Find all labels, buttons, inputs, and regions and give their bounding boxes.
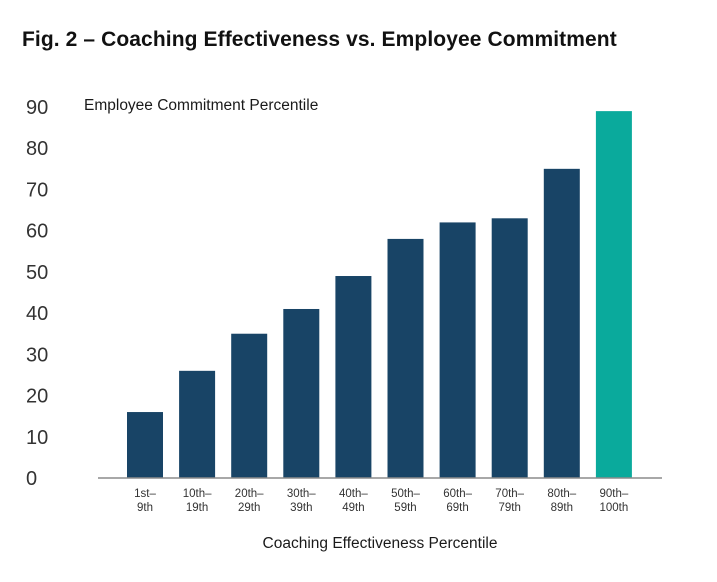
chart-title: Fig. 2 – Coaching Effectiveness vs. Empl… bbox=[22, 28, 617, 51]
y-tick-label: 90 bbox=[26, 97, 48, 119]
y-tick-label: 30 bbox=[26, 344, 48, 366]
x-tick-label: 19th bbox=[186, 502, 208, 514]
x-tick-label: 80th– bbox=[547, 488, 576, 500]
bar bbox=[387, 238, 424, 478]
x-tick-label: 89th bbox=[551, 502, 573, 514]
bar bbox=[335, 276, 372, 478]
y-tick-label: 40 bbox=[26, 303, 48, 325]
bar bbox=[283, 308, 320, 478]
bar bbox=[543, 168, 580, 479]
x-tick-label: 30th– bbox=[287, 488, 316, 500]
bar bbox=[127, 412, 163, 478]
x-tick-label: 49th bbox=[342, 502, 364, 514]
bars bbox=[127, 111, 632, 479]
x-tick-label: 40th– bbox=[339, 488, 368, 500]
bar bbox=[231, 333, 268, 478]
bar bbox=[179, 370, 216, 478]
x-tick-label: 9th bbox=[137, 502, 153, 514]
x-tick-label: 59th bbox=[394, 502, 416, 514]
y-tick-label: 70 bbox=[26, 179, 48, 201]
bar-highlight bbox=[595, 111, 632, 478]
bar bbox=[491, 218, 528, 479]
x-tick-label: 20th– bbox=[235, 488, 264, 500]
x-tick-label: 50th– bbox=[391, 488, 420, 500]
y-axis-label: Employee Commitment Percentile bbox=[84, 97, 318, 114]
y-tick-label: 60 bbox=[26, 221, 48, 243]
x-tick-label: 29th bbox=[238, 502, 260, 514]
x-tick-label: 39th bbox=[290, 502, 312, 514]
y-axis-ticks: 0 10 20 30 40 50 60 70 80 90 bbox=[26, 97, 48, 490]
x-axis-ticks: 1st– 9th 10th– 19th 20th– 29th 30th– 39th 40th– 4… bbox=[134, 488, 629, 514]
x-axis-label: Coaching Effectiveness Percentile bbox=[263, 535, 498, 552]
x-tick-label: 79th bbox=[499, 502, 521, 514]
x-tick-label: 60th– bbox=[443, 488, 472, 500]
x-tick-label: 1st– bbox=[134, 488, 156, 500]
y-tick-label: 50 bbox=[26, 262, 48, 284]
bar bbox=[439, 222, 476, 478]
y-tick-label: 20 bbox=[26, 386, 48, 408]
x-tick-label: 69th bbox=[446, 502, 468, 514]
y-tick-label: 0 bbox=[26, 468, 37, 490]
x-tick-label: 90th– bbox=[600, 488, 629, 500]
y-tick-label: 80 bbox=[26, 138, 48, 160]
x-tick-label: 100th bbox=[600, 502, 629, 514]
x-tick-label: 70th– bbox=[495, 488, 524, 500]
y-tick-label: 10 bbox=[26, 427, 48, 449]
x-tick-label: 10th– bbox=[183, 488, 212, 500]
